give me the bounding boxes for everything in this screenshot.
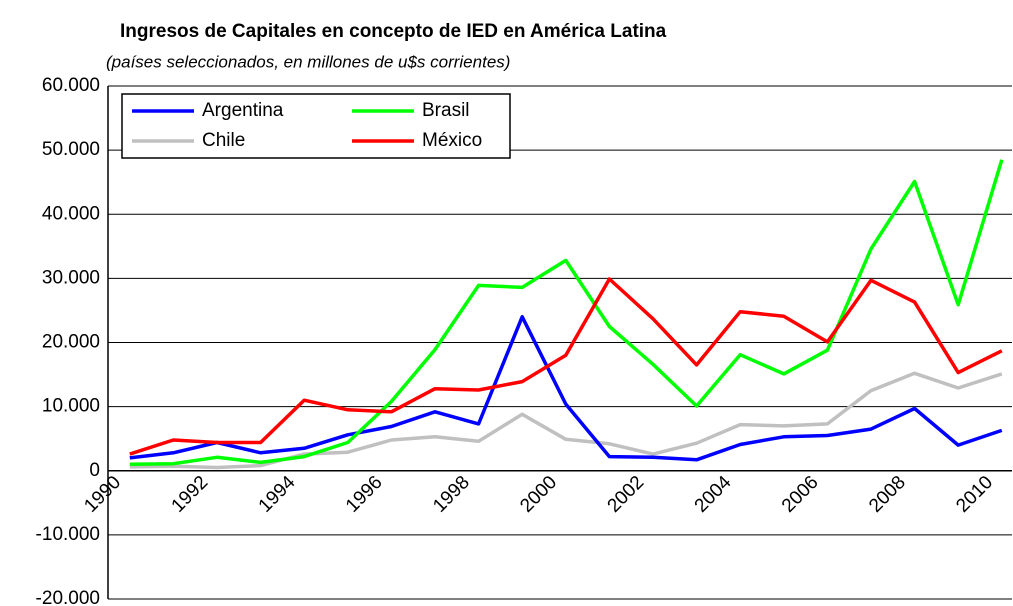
x-tick-label: 1996 [342,472,387,517]
y-tick-label: 10.000 [42,396,100,417]
y-tick-label: 20.000 [42,332,100,353]
y-tick-label: -20.000 [36,588,100,606]
series-line [129,277,1003,456]
legend-label: México [422,130,482,151]
y-tick-label: 40.000 [42,203,100,224]
x-tick-label: 2000 [516,472,561,517]
y-tick-label: 30.000 [42,267,100,288]
legend-box [121,93,511,159]
x-tick-label: 1998 [429,472,474,517]
x-tick-label: 2008 [865,472,910,517]
y-tick-label: -10.000 [36,524,100,545]
series-line [129,159,1004,467]
x-tick-label: 1994 [255,472,300,517]
y-tick-label: 50.000 [42,139,100,160]
y-tick-label: 60.000 [42,75,100,96]
x-tick-label: 2002 [604,472,649,517]
chart-title: Ingresos de Capitales en concepto de IED… [120,21,667,42]
legend-label: Argentina [202,100,284,121]
legend-label: Chile [202,130,245,151]
x-tick-label: 2010 [952,472,997,517]
legend: Argentina Brasil Chile México [121,93,511,159]
y-tick-label: 0 [89,460,100,481]
chart-subtitle: (países seleccionados, en millones de u$… [106,52,510,71]
x-tick-label: 1992 [168,472,213,517]
legend-label: Brasil [422,100,470,121]
series-line [129,315,1003,462]
x-tick-label: 2006 [778,472,823,517]
x-tick-label: 2004 [691,472,736,517]
x-tick-label: 1990 [80,472,125,517]
